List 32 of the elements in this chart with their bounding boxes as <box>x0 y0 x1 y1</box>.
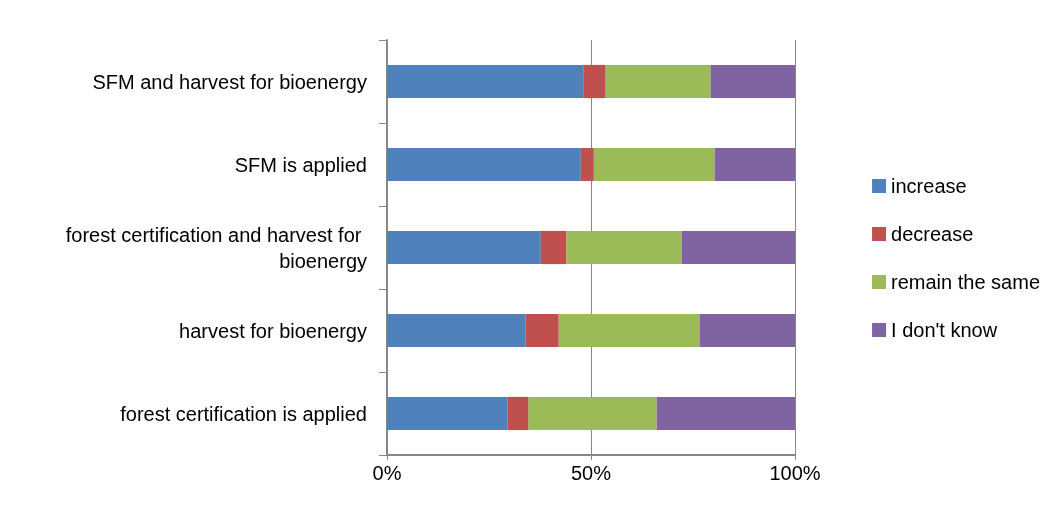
bar <box>387 64 584 99</box>
y-tick-label: forest certification is applied <box>120 402 367 425</box>
y-tick-label: forest certification and harvest for bioenergy <box>65 223 367 272</box>
bar <box>580 147 594 182</box>
x-tick-label: 100% <box>769 462 821 484</box>
legend-label: increase <box>891 175 967 197</box>
bar <box>540 230 567 265</box>
bar <box>387 230 541 265</box>
y-tick-label: SFM and harvest for bioenergy <box>92 70 367 93</box>
legend-label: decrease <box>891 223 974 245</box>
y-tick-label: SFM is applied <box>234 153 367 176</box>
bar <box>593 147 715 182</box>
bar <box>528 396 657 431</box>
bar <box>507 396 529 431</box>
legend-label: I don't know <box>891 319 998 341</box>
bar <box>605 64 711 99</box>
x-tick-label: 50% <box>570 462 612 484</box>
bar <box>681 230 795 265</box>
y-tick-label: harvest for bioenergy <box>179 319 367 342</box>
bar <box>525 313 559 348</box>
bar <box>387 313 526 348</box>
bar <box>387 396 508 431</box>
bar <box>566 230 682 265</box>
bar <box>656 396 795 431</box>
legend-label: remain the same <box>891 271 1041 293</box>
bar <box>558 313 700 348</box>
bar <box>710 64 795 99</box>
bar <box>714 147 795 182</box>
bar <box>387 147 581 182</box>
x-tick-label: 0% <box>372 462 402 484</box>
bar <box>583 64 606 99</box>
bar <box>699 313 795 348</box>
